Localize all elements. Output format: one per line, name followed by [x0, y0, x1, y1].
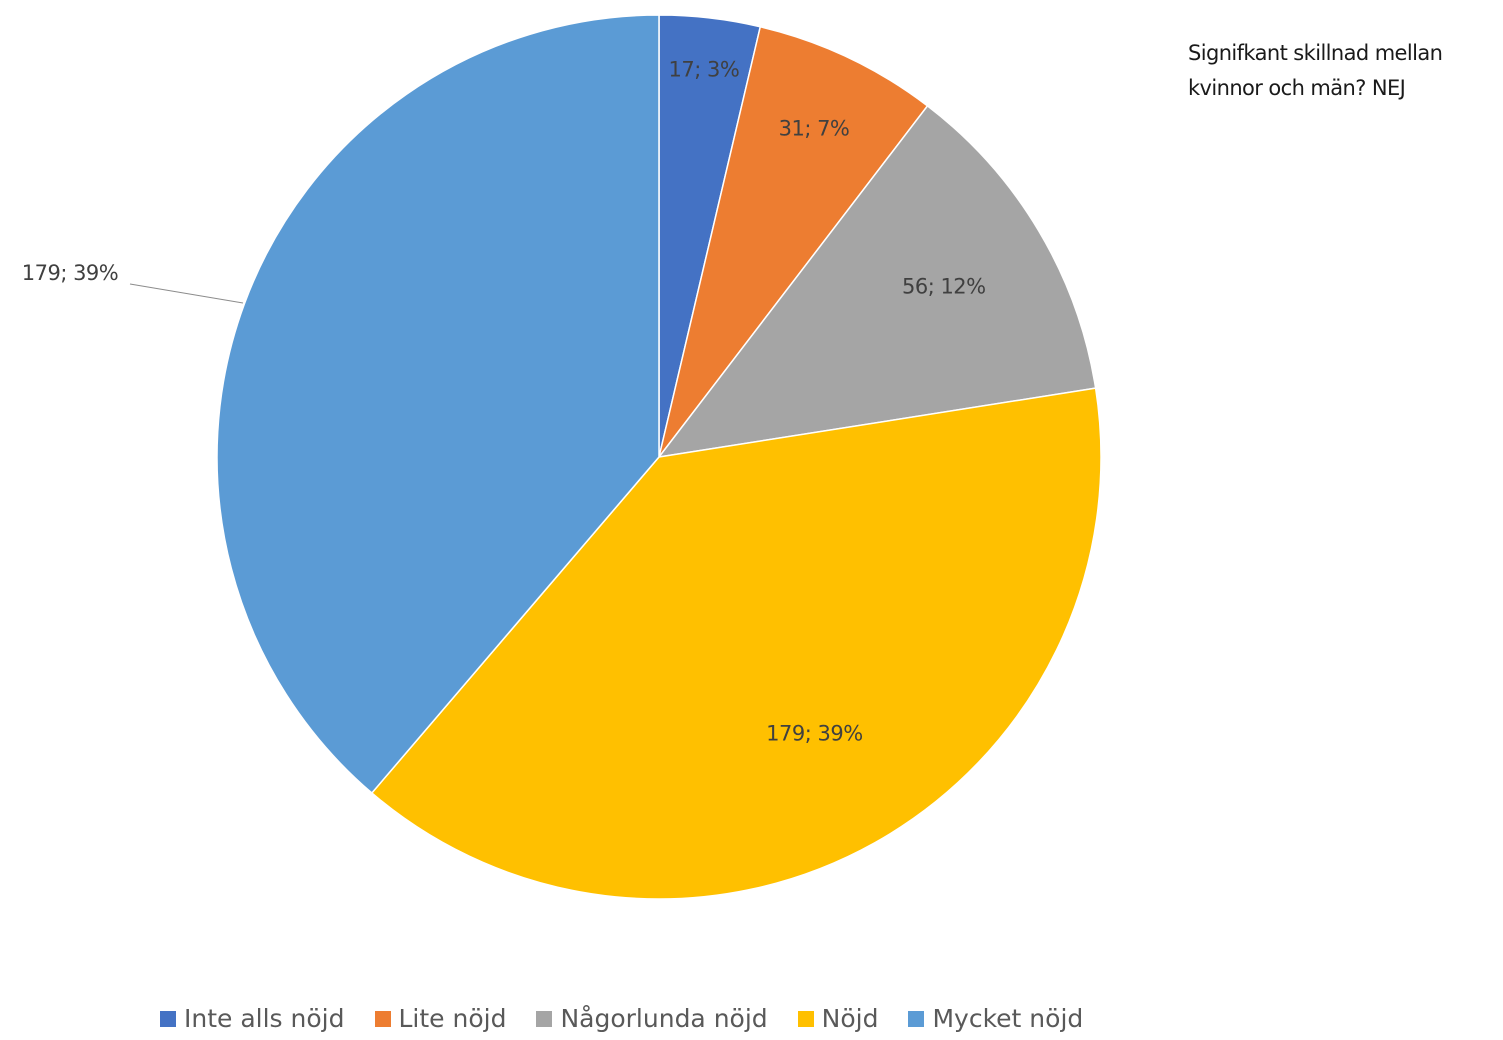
data-label-lite-nojd: 31; 7% [779, 116, 850, 140]
legend-swatch [908, 1010, 925, 1027]
annotation-line-1: Signifkant skillnad mellan [1188, 41, 1443, 65]
legend-item-inte-alls-nojd: Inte alls nöjd [160, 1004, 345, 1033]
pie-slice-nagorlunda-nojd [657, 104, 1097, 459]
chart-annotation: Signifkant skillnad mellan kvinnor och m… [1188, 36, 1503, 106]
legend-swatch [160, 1010, 176, 1027]
legend-item-lite-nojd: Lite nöjd [374, 1004, 507, 1033]
leader-line-mycket-nojd [129, 283, 244, 304]
pie-slice-mycket-nojd [216, 14, 660, 795]
pie-slice-nojd [370, 387, 1102, 900]
legend-swatch [536, 1010, 553, 1027]
data-label-nagorlunda-nojd: 56; 12% [902, 274, 986, 298]
pie-slice-lite-nojd [658, 25, 929, 458]
legend-label: Inte alls nöjd [184, 1004, 345, 1033]
legend-label: Mycket nöjd [932, 1004, 1084, 1033]
legend-label: Någorlunda nöjd [560, 1004, 768, 1033]
legend-item-nagorlunda-nojd: Någorlunda nöjd [536, 1004, 768, 1033]
data-label-nojd: 179; 39% [766, 722, 863, 746]
legend-item-nojd: Nöjd [797, 1004, 879, 1033]
chart-legend: Inte alls nöjd Lite nöjd Någorlunda nöjd… [160, 1004, 1113, 1033]
legend-swatch [797, 1010, 814, 1027]
pie-slices [216, 14, 1102, 900]
legend-swatch [374, 1010, 391, 1027]
legend-item-mycket-nojd: Mycket nöjd [908, 1004, 1083, 1033]
data-label-inte-alls-nojd: 17; 3% [669, 58, 740, 82]
legend-label: Lite nöjd [398, 1004, 507, 1033]
legend-label: Nöjd [821, 1004, 879, 1033]
data-labels: 17; 3% 31; 7% 56; 12% 179; 39% 179; 39% [22, 58, 986, 746]
data-label-mycket-nojd: 179; 39% [22, 261, 119, 285]
annotation-line-2: kvinnor och män? NEJ [1188, 76, 1406, 100]
